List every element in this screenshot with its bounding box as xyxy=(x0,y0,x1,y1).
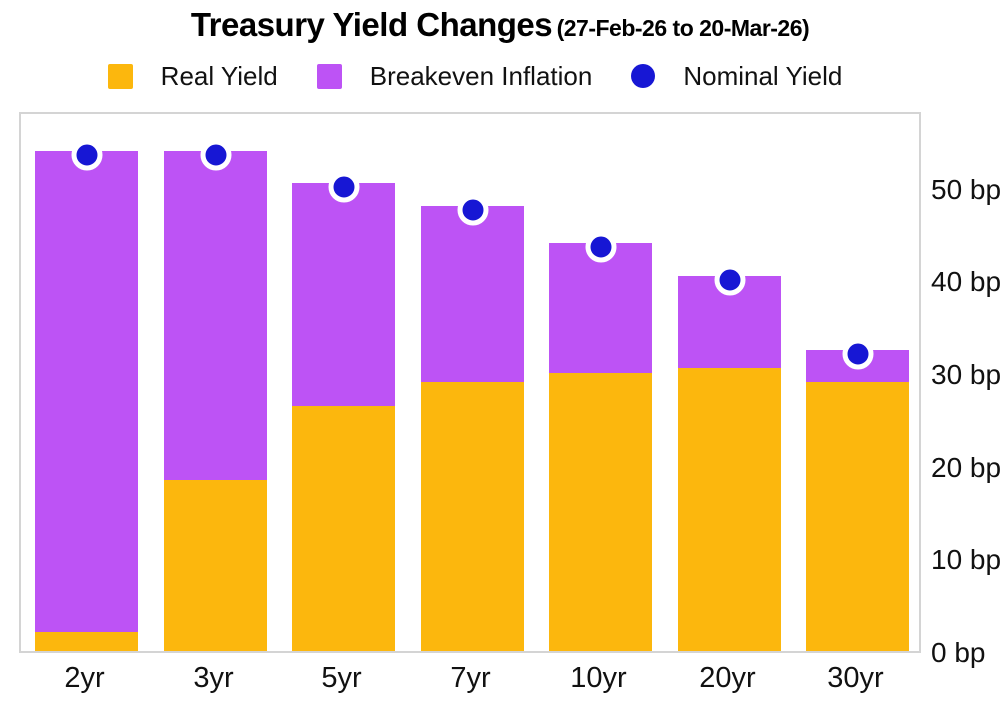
real-yield-bar-segment xyxy=(35,632,138,651)
plot-area xyxy=(19,112,921,653)
chart-subtitle-date-range: (27-Feb-26 to 20-Mar-26) xyxy=(556,15,810,41)
nominal-yield-dot xyxy=(714,264,745,296)
y-tick-label: 10 bp xyxy=(931,544,1000,576)
real-yield-bar-segment xyxy=(292,405,395,651)
legend-circle-marker xyxy=(631,64,656,88)
chart-title-row: Treasury Yield Changes (27-Feb-26 to 20-… xyxy=(0,6,1000,44)
legend-item-nominal-yield: Nominal Yield xyxy=(631,61,842,92)
legend-item-real-yield: Real Yield xyxy=(107,60,278,92)
legend-label: Nominal Yield xyxy=(683,60,843,91)
real-yield-bar-segment xyxy=(549,373,652,651)
legend: Real Yield Breakeven Inflation Nominal Yie… xyxy=(0,58,950,94)
nominal-yield-dot xyxy=(328,171,359,203)
x-tick-label: 5yr xyxy=(321,662,362,694)
breakeven-inflation-bar-segment xyxy=(164,150,267,480)
nominal-yield-dot xyxy=(200,139,231,171)
real-yield-bar-segment xyxy=(164,479,267,651)
chart-title: Treasury Yield Changes xyxy=(190,6,553,43)
x-tick-label: 3yr xyxy=(193,662,234,694)
legend-square-marker xyxy=(316,63,342,89)
y-tick-label: 30 bp xyxy=(931,359,1000,391)
x-tick-label: 2yr xyxy=(64,662,105,694)
real-yield-bar-segment xyxy=(678,368,781,651)
legend-square-marker xyxy=(107,63,133,89)
x-tick-label: 7yr xyxy=(450,662,491,694)
x-tick-label: 20yr xyxy=(699,662,756,694)
breakeven-inflation-bar-segment xyxy=(421,206,524,383)
y-tick-label: 20 bp xyxy=(931,451,1000,483)
x-tick-label: 30yr xyxy=(827,662,884,694)
breakeven-inflation-bar-segment xyxy=(292,183,395,406)
y-tick-label: 50 bp xyxy=(931,173,1000,205)
legend-label: Breakeven Inflation xyxy=(369,60,593,91)
real-yield-bar-segment xyxy=(421,382,524,651)
y-tick-label: 40 bp xyxy=(931,266,1000,298)
nominal-yield-dot xyxy=(585,231,616,263)
nominal-yield-dot xyxy=(842,338,873,370)
x-tick-label: 10yr xyxy=(570,662,627,694)
nominal-yield-dot xyxy=(71,139,102,171)
legend-item-breakeven-inflation: Breakeven Inflation xyxy=(316,60,593,92)
nominal-yield-dot xyxy=(457,194,488,226)
real-yield-bar-segment xyxy=(806,382,909,651)
breakeven-inflation-bar-segment xyxy=(35,150,138,633)
y-tick-label: 0 bp xyxy=(931,637,986,668)
breakeven-inflation-bar-segment xyxy=(549,243,652,374)
legend-label: Real Yield xyxy=(160,60,278,91)
